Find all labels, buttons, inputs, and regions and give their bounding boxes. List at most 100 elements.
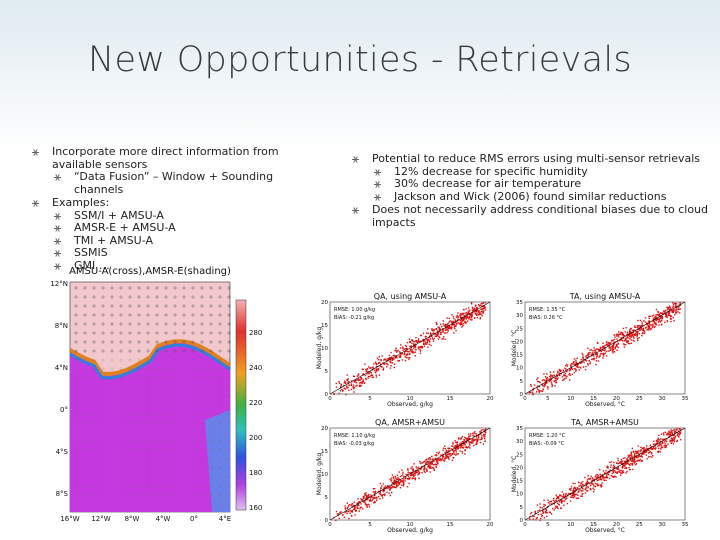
scatter-dot [352,386,354,388]
scatter-dot [403,351,406,353]
y-tick-label: 5 [520,505,524,511]
scatter-dot [597,484,600,486]
scatter-dot [622,464,624,467]
scatter-dot [458,438,460,440]
scatter-dot [425,462,427,464]
scatter-dot [595,474,597,476]
cross-mark [155,331,159,335]
scatter-dot [541,507,544,509]
cross-mark [92,448,96,452]
cross-mark [173,412,177,416]
scatter-dot [630,332,633,335]
scatter-dot [483,436,485,438]
text: TMI + AMSU-A [74,233,153,247]
scatter-dot [357,378,360,380]
text: SSMIS [74,246,108,259]
scatter-dot [459,315,462,317]
scatter-dot [412,340,414,343]
scatter-dot [631,329,634,332]
scatter-dot [585,482,588,484]
cross-mark [119,340,123,344]
cross-mark [110,403,114,407]
scatter-dot [396,350,398,352]
scatter-dot [540,517,542,520]
scatter-dot [609,346,612,349]
cross-mark [218,412,222,416]
scatter-dot [398,471,400,473]
cross-mark [137,493,141,497]
cross-mark [110,466,114,470]
scatter-dot [655,319,657,322]
scatter-dot [620,472,622,474]
scatter-dot [405,350,408,352]
cross-mark [137,466,141,470]
scatter-dot [346,387,348,389]
scatter-dot [405,474,407,476]
scatter-dot [605,479,607,482]
y-tick-label: 0 [520,518,524,524]
cross-mark [191,394,195,398]
scatter-dot [474,431,476,433]
scatter-dot [658,434,660,437]
scatter-dot [389,485,391,488]
scatter-dot [615,333,618,336]
scatter-dot [468,437,470,440]
scatter-dot [439,459,442,461]
scatter-dot [533,515,535,517]
scatter-dot [482,310,485,312]
scatter-dot [403,478,405,480]
scatter-dot [614,347,617,350]
scatter-dot [472,309,474,312]
scatter-dot [555,494,557,496]
scatter-dot [344,388,347,390]
scatter-dot [375,374,377,376]
scatter-dot [651,456,653,458]
cross-mark [110,286,114,290]
scatter-dot [381,494,383,496]
cross-mark [155,457,159,461]
scatter-dot [627,340,629,343]
scatter-dot [667,432,669,435]
scatter-dot [480,310,483,313]
scatter-dot [362,368,364,371]
bullet [54,253,61,254]
scatter-dot [644,317,647,319]
scatter-dot [392,354,395,357]
scatter-dot [366,497,368,499]
scatter-dot [473,432,476,434]
cross-mark [218,313,222,317]
cross-mark [92,304,96,308]
cross-mark [92,394,96,398]
scatter-dot [465,313,467,315]
scatter-dot [660,312,662,314]
scatter-dot [439,457,441,460]
cross-mark [209,394,213,398]
scatter-dot [633,459,636,461]
scatter-dot [455,448,457,450]
scatter-dot [375,369,378,372]
cross-mark [92,322,96,326]
scatter-dot [580,482,582,484]
cross-mark [146,439,150,443]
scatter-dot [346,378,348,381]
cross-mark [164,475,168,479]
scatter-dot [657,440,659,443]
scatter-dot [424,335,427,338]
scatter-dot [465,318,468,320]
cross-mark [128,484,132,488]
scatter-dot [617,343,619,345]
scatter-dot [639,450,642,453]
scatter-dot [673,320,675,322]
scatter-dot [626,331,629,334]
cross-mark [146,484,150,488]
cross-mark [155,322,159,326]
scatter-dot [362,501,365,503]
scatter-dot [476,443,478,445]
scatter-dot [623,464,625,466]
scatter-dot [619,461,621,464]
scatter-dot [580,495,582,497]
scatter-dot [660,447,663,449]
scatter-dot [628,466,630,469]
scatter-dot [589,488,592,491]
scatter-dot [629,464,631,466]
